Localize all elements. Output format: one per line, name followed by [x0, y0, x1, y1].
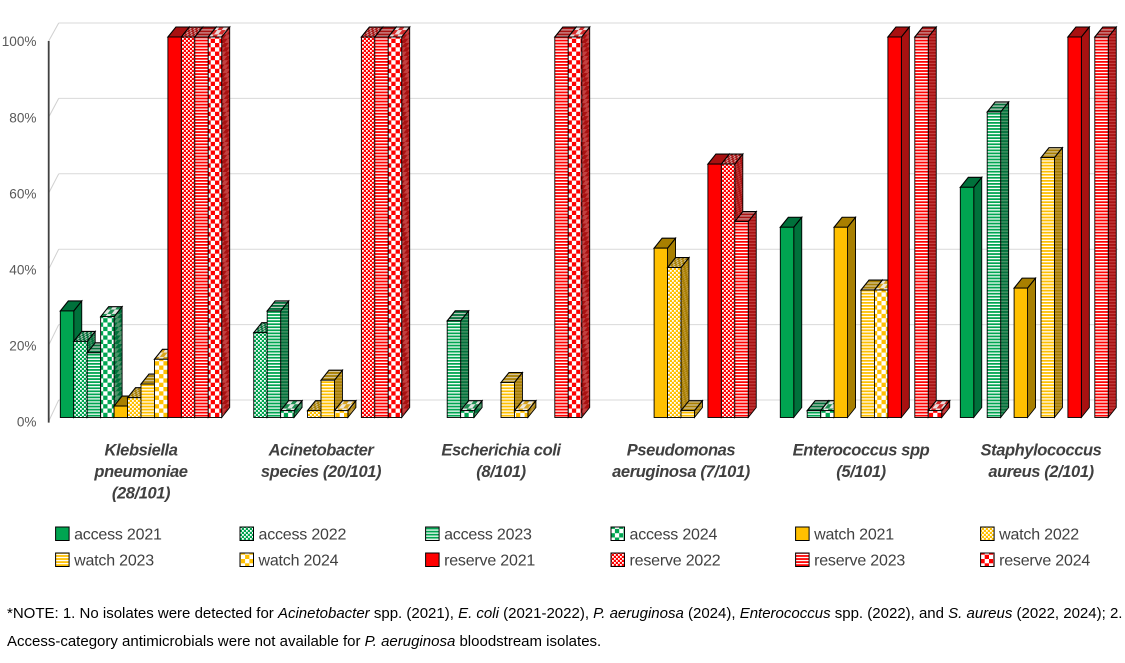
- svg-text:reserve 2023: reserve 2023: [814, 553, 905, 570]
- svg-text:20%: 20%: [9, 338, 36, 353]
- svg-text:Escherichia coli: Escherichia coli: [441, 442, 561, 460]
- svg-text:(5/101): (5/101): [836, 463, 886, 481]
- svg-text:Staphylococcus: Staphylococcus: [981, 442, 1102, 460]
- svg-text:aureus (2/101): aureus (2/101): [988, 463, 1094, 481]
- svg-text:40%: 40%: [9, 262, 36, 277]
- svg-text:species (20/101): species (20/101): [261, 463, 382, 481]
- svg-text:access 2023: access 2023: [444, 527, 532, 544]
- svg-text:reserve 2024: reserve 2024: [999, 553, 1090, 570]
- svg-text:Pseudomonas: Pseudomonas: [627, 442, 736, 460]
- svg-text:Access-category antimicrobials: Access-category antimicrobials were not …: [7, 633, 601, 650]
- svg-text:Klebsiella: Klebsiella: [104, 442, 177, 460]
- svg-text:100%: 100%: [2, 34, 37, 49]
- svg-text:*NOTE: 1. No isolates were det: *NOTE: 1. No isolates were detected for …: [7, 605, 1122, 622]
- svg-text:watch 2023: watch 2023: [73, 553, 154, 570]
- svg-text:Acinetobacter: Acinetobacter: [268, 442, 376, 460]
- svg-text:(8/101): (8/101): [476, 463, 526, 481]
- svg-text:watch 2022: watch 2022: [998, 527, 1079, 544]
- svg-text:access 2021: access 2021: [74, 527, 162, 544]
- svg-text:reserve 2021: reserve 2021: [444, 553, 535, 570]
- svg-text:access 2024: access 2024: [630, 527, 718, 544]
- svg-text:(28/101): (28/101): [112, 485, 171, 503]
- svg-text:Enterococcus spp: Enterococcus spp: [793, 442, 930, 460]
- svg-text:reserve 2022: reserve 2022: [630, 553, 721, 570]
- svg-text:aeruginosa (7/101): aeruginosa (7/101): [612, 463, 751, 481]
- svg-text:access 2022: access 2022: [259, 527, 347, 544]
- svg-text:60%: 60%: [9, 186, 36, 201]
- svg-text:watch 2024: watch 2024: [258, 553, 339, 570]
- svg-text:80%: 80%: [9, 110, 36, 125]
- svg-text:watch 2021: watch 2021: [813, 527, 894, 544]
- svg-text:pneumoniae: pneumoniae: [93, 463, 187, 481]
- svg-text:0%: 0%: [17, 415, 37, 430]
